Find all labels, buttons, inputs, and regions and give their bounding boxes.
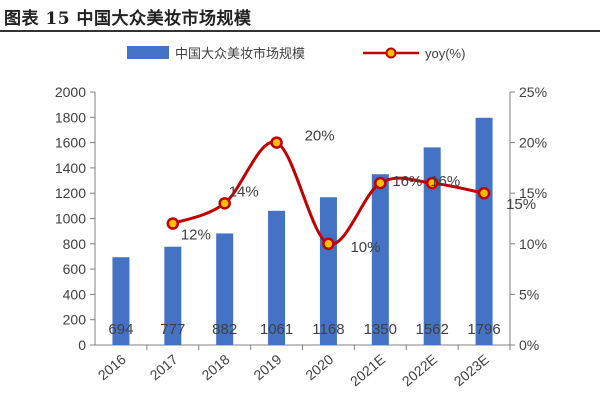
bar-value-label: 1168: [312, 321, 344, 338]
yoy-value-label: 12%: [181, 227, 211, 244]
y-left-tick-label: 1200: [55, 185, 86, 201]
y-right-tick-label: 5%: [519, 286, 539, 302]
legend-bar-swatch: [127, 46, 169, 59]
y-left-tick-label: 1400: [55, 160, 86, 176]
y-left-tick-label: 800: [63, 236, 87, 252]
bar-value-label: 694: [108, 321, 133, 338]
yoy-marker: [218, 197, 231, 210]
x-tick-label: 2019: [250, 351, 284, 383]
x-tick-label: 2016: [95, 351, 129, 383]
bar: [371, 174, 389, 345]
y-right-tick-label: 20%: [519, 135, 547, 151]
y-left-tick-label: 400: [63, 286, 87, 302]
yoy-marker: [322, 237, 335, 251]
legend-line-marker: [385, 47, 397, 59]
yoy-value-label: 16%: [392, 173, 422, 190]
bar: [423, 147, 441, 345]
yoy-marker: [270, 136, 283, 149]
yoy-value-label: 14%: [229, 183, 259, 200]
yoy-marker: [166, 217, 180, 230]
figure-title: 图表 15 中国大众美妆市场规模: [4, 9, 252, 29]
yoy-marker: [374, 176, 387, 190]
y-left-tick-label: 2000: [55, 84, 86, 100]
y-left-tick-label: 1800: [55, 109, 86, 125]
x-tick-label: 2023E: [451, 351, 492, 389]
y-right-tick-label: 15%: [519, 185, 547, 201]
yoy-value-label: 20%: [305, 128, 335, 145]
title-rule: [0, 30, 600, 32]
y-left-tick-label: 200: [63, 312, 87, 328]
bar: [319, 197, 337, 345]
figure-header: 图表 15 中国大众美妆市场规模: [0, 0, 600, 32]
bar: [216, 233, 234, 345]
y-right-tick-label: 25%: [519, 84, 547, 100]
bar-value-label: 777: [160, 321, 185, 338]
bar: [112, 257, 130, 345]
bar-value-label: 1796: [467, 321, 500, 338]
yoy-value-label: 15%: [506, 196, 536, 213]
bar-value-label: 882: [212, 321, 237, 338]
bar-value-label: 1350: [364, 321, 397, 338]
legend-line-label: yoy(%): [425, 46, 465, 61]
yoy-marker: [425, 176, 439, 190]
bar: [268, 210, 286, 345]
y-right-tick-label: 10%: [519, 236, 547, 252]
yoy-value-label: 16%: [430, 173, 460, 190]
x-tick-label: 2022E: [399, 351, 440, 389]
y-left-tick-label: 0: [78, 337, 86, 353]
y-left-tick-label: 1600: [55, 135, 86, 151]
y-right-tick-label: 0%: [519, 337, 539, 353]
x-tick-label: 2021E: [347, 351, 388, 389]
y-left-tick-label: 600: [63, 261, 87, 277]
x-tick-label: 2018: [198, 351, 232, 383]
x-tick-label: 2017: [147, 351, 181, 383]
bar: [164, 246, 182, 345]
yoy-value-label: 10%: [350, 239, 380, 256]
y-left-tick-label: 1000: [55, 211, 86, 227]
yoy-marker: [477, 186, 491, 200]
legend-bar-label: 中国大众美妆市场规模: [175, 46, 305, 62]
bar-value-label: 1562: [416, 321, 449, 338]
bar-value-label: 1061: [260, 321, 293, 338]
x-tick-label: 2020: [302, 351, 336, 383]
bar: [475, 117, 493, 345]
